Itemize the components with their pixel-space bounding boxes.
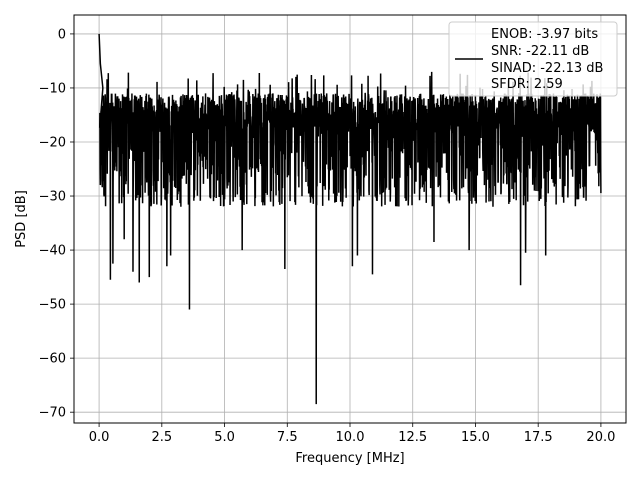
x-tick-label: 10.0 — [336, 430, 365, 445]
legend-sinad: SINAD: -22.13 dB — [491, 61, 603, 76]
x-tick-label: 20.0 — [586, 430, 615, 445]
x-tick-label: 2.5 — [151, 430, 172, 445]
legend-enob: ENOB: -3.97 bits — [491, 27, 598, 42]
y-tick-label: −30 — [39, 190, 66, 205]
x-tick-label: 0.0 — [89, 430, 110, 445]
x-axis-label: Frequency [MHz] — [295, 451, 404, 466]
y-tick-label: −50 — [39, 298, 66, 313]
legend-snr: SNR: -22.11 dB — [491, 44, 589, 59]
legend-sfdr: SFDR: 2.59 — [491, 77, 563, 92]
x-tick-label: 17.5 — [524, 430, 553, 445]
y-axis-label: PSD [dB] — [14, 190, 29, 248]
y-axis-ticks: 0 −10 −20 −30 −40 −50 −60 −70 — [39, 27, 74, 421]
legend: ENOB: -3.97 bits SNR: -22.11 dB SINAD: -… — [448, 21, 618, 97]
y-tick-label: −10 — [39, 81, 66, 96]
x-axis-ticks: 0.0 2.5 5.0 7.5 10.0 12.5 15.0 17.5 20.0 — [89, 423, 615, 445]
y-tick-label: −20 — [39, 135, 66, 150]
x-tick-label: 15.0 — [461, 430, 490, 445]
legend-box — [448, 21, 618, 97]
y-tick-label: −60 — [39, 352, 66, 367]
psd-series-line — [98, 33, 602, 405]
plot-area — [98, 33, 602, 405]
y-tick-label: −70 — [39, 406, 66, 421]
x-tick-label: 7.5 — [277, 430, 298, 445]
x-tick-label: 12.5 — [398, 430, 427, 445]
y-tick-label: 0 — [58, 27, 66, 42]
y-tick-label: −40 — [39, 244, 66, 259]
x-tick-label: 5.0 — [214, 430, 235, 445]
